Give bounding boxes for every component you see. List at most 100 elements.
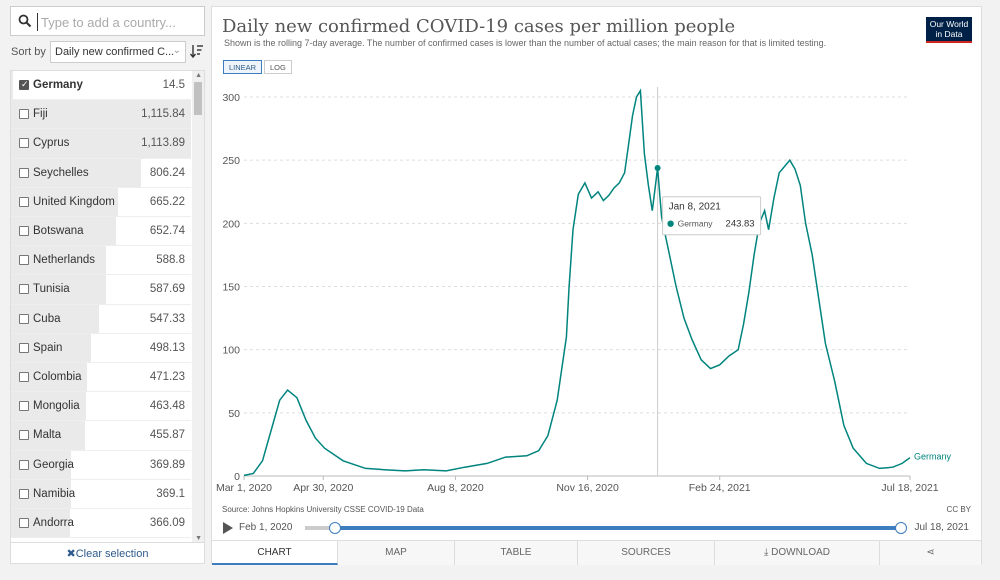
- country-value: 14.5: [162, 79, 185, 91]
- country-value: 369.1: [156, 487, 185, 500]
- x-tick-label: Feb 24, 2021: [689, 482, 751, 494]
- chart-title: Daily new confirmed COVID-19 cases per m…: [222, 16, 736, 37]
- chart-subtitle: Shown is the rolling 7-day average. The …: [224, 38, 827, 48]
- hover-point: [654, 164, 661, 171]
- country-checkbox[interactable]: [19, 167, 29, 178]
- country-value: 652.74: [149, 225, 185, 237]
- tab-map[interactable]: MAP: [338, 541, 455, 565]
- country-row[interactable]: Fiji 1,115.84: [11, 100, 191, 130]
- country-row[interactable]: Botswana 652.74: [11, 217, 191, 247]
- tab-download-label: DOWNLOAD: [771, 547, 831, 558]
- country-name: Netherlands: [33, 254, 96, 267]
- country-value: 665.22: [149, 195, 185, 208]
- sort-row: Sort by Daily new confirmed C... ⌄: [10, 41, 205, 63]
- country-name: Cyprus: [33, 137, 70, 150]
- country-list: Germany 14.5 Fiji 1,115.84 Cyprus 1,113.89 Sey…: [10, 70, 205, 544]
- country-checkbox[interactable]: [19, 430, 29, 441]
- tab-table[interactable]: TABLE: [455, 541, 578, 565]
- country-checkbox[interactable]: [19, 401, 29, 412]
- license-label[interactable]: CC BY: [946, 505, 971, 514]
- country-row[interactable]: Colombia 471.23: [11, 363, 191, 393]
- owid-logo[interactable]: Our World in Data: [926, 17, 972, 43]
- y-tick-label: 150: [222, 282, 240, 294]
- sort-label: Sort by: [11, 46, 46, 58]
- chart-tabs: CHART MAP TABLE SOURCES ⤓ DOWNLOAD ⋖: [212, 540, 981, 565]
- country-row[interactable]: Malta 455.87: [11, 421, 191, 451]
- share-icon: ⋖: [926, 547, 935, 558]
- tab-sources[interactable]: SOURCES: [578, 541, 715, 565]
- scroll-up-icon[interactable]: ▲: [195, 72, 202, 79]
- x-tick-label: Jul 18, 2021: [881, 482, 938, 494]
- tooltip-swatch: [667, 220, 674, 227]
- play-icon[interactable]: [223, 522, 233, 534]
- timeline-slider[interactable]: [305, 522, 907, 534]
- country-row[interactable]: Seychelles 806.24: [11, 158, 191, 188]
- country-row[interactable]: Netherlands 588.8: [11, 246, 191, 276]
- log-scale-button[interactable]: LOG: [264, 60, 292, 74]
- x-tick-label: Apr 30, 2020: [293, 482, 353, 494]
- search-icon: [18, 14, 32, 28]
- country-row[interactable]: Tunisia 587.69: [11, 275, 191, 305]
- tooltip-country: Germany: [678, 219, 714, 229]
- tooltip-date: Jan 8, 2021: [669, 202, 722, 213]
- y-tick-label: 0: [234, 471, 240, 483]
- x-tick-label: Aug 8, 2020: [427, 482, 484, 494]
- country-name: Mongolia: [33, 400, 80, 413]
- tab-download[interactable]: ⤓ DOWNLOAD: [715, 541, 880, 565]
- country-checkbox[interactable]: [19, 342, 29, 353]
- country-value: 1,115.84: [141, 108, 185, 121]
- tooltip-value: 243.83: [726, 219, 755, 230]
- country-value: 463.48: [149, 400, 185, 413]
- logo-line-1: Our World: [929, 19, 969, 29]
- country-checkbox[interactable]: [19, 488, 29, 499]
- scrollbar-thumb[interactable]: [194, 82, 202, 115]
- country-row[interactable]: Spain 498.13: [11, 333, 191, 363]
- scroll-down-icon[interactable]: ▼: [195, 535, 202, 542]
- country-row[interactable]: Namibia 369.1: [11, 479, 191, 509]
- country-value: 471.23: [149, 371, 185, 383]
- country-value: 369.89: [149, 458, 185, 471]
- country-checkbox[interactable]: [19, 196, 29, 207]
- country-checkbox[interactable]: [19, 459, 29, 470]
- country-checkbox[interactable]: [19, 109, 29, 120]
- search-input[interactable]: [37, 13, 197, 31]
- country-row[interactable]: Cuba 547.33: [11, 304, 191, 334]
- country-row[interactable]: Andorra 366.09: [11, 509, 191, 539]
- y-tick-label: 300: [222, 92, 240, 104]
- clear-selection-button[interactable]: ✖Clear selection: [10, 542, 205, 564]
- country-row[interactable]: Mongolia 463.48: [11, 392, 191, 422]
- tab-share[interactable]: ⋖: [880, 541, 981, 565]
- x-tick-label: Nov 16, 2020: [556, 482, 619, 494]
- search-box[interactable]: [10, 6, 205, 36]
- logo-line-2: in Data: [935, 28, 963, 39]
- country-checkbox[interactable]: [19, 138, 29, 149]
- country-name: Spain: [33, 341, 63, 354]
- country-row[interactable]: Georgia 369.89: [11, 450, 191, 480]
- country-value: 1,113.89: [141, 137, 185, 150]
- country-row[interactable]: Cyprus 1,113.89: [11, 129, 191, 159]
- timeline-start-handle[interactable]: [329, 522, 341, 534]
- y-tick-label: 250: [222, 155, 240, 167]
- country-checkbox[interactable]: [19, 518, 29, 528]
- country-checkbox[interactable]: [19, 313, 29, 324]
- download-icon: ⤓: [763, 547, 772, 558]
- country-row[interactable]: United Kingdom 665.22: [11, 187, 191, 217]
- series-line-germany: [243, 88, 911, 477]
- country-checkbox[interactable]: [19, 372, 29, 382]
- country-checkbox[interactable]: [19, 79, 29, 90]
- country-row[interactable]: Germany 14.5: [11, 71, 191, 101]
- country-value: 498.13: [149, 341, 185, 354]
- timeline-end-label: Jul 18, 2021: [914, 522, 970, 533]
- sort-direction-icon[interactable]: [190, 43, 204, 59]
- sort-select[interactable]: Daily new confirmed C... ⌄: [50, 41, 186, 63]
- line-chart: 0 50 100 150 200 250 300 Mar 1, 2020 Apr 30, 202…: [216, 87, 952, 494]
- tab-chart[interactable]: CHART: [212, 541, 338, 565]
- linear-scale-button[interactable]: LINEAR: [223, 60, 263, 74]
- scrollbar[interactable]: ▲ ▼: [192, 71, 204, 543]
- country-checkbox[interactable]: [19, 226, 29, 236]
- timeline-end-handle[interactable]: [895, 522, 907, 534]
- country-checkbox[interactable]: [19, 284, 29, 295]
- country-name: United Kingdom: [33, 195, 115, 208]
- country-checkbox[interactable]: [19, 255, 29, 266]
- country-name: Colombia: [33, 371, 82, 383]
